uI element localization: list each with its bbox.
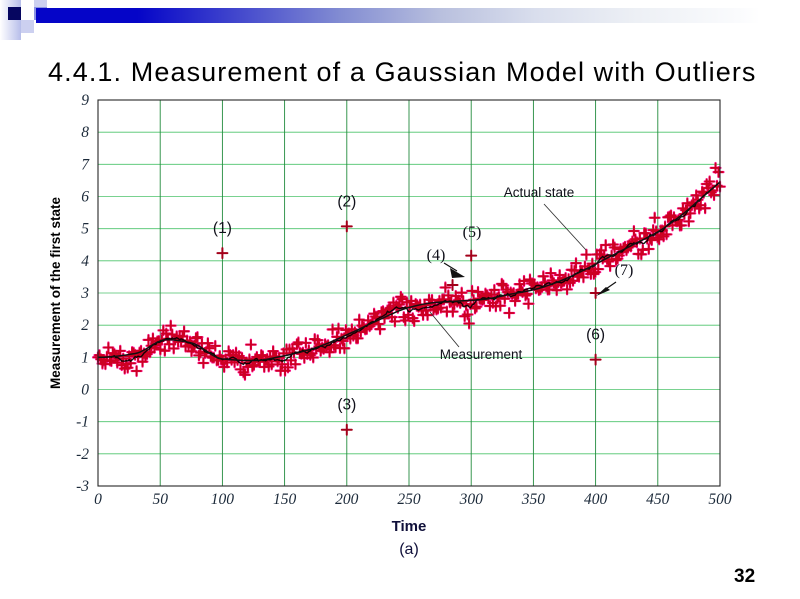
svg-text:Measurement: Measurement (440, 347, 523, 362)
svg-text:7: 7 (81, 156, 90, 173)
svg-text:250: 250 (397, 491, 421, 508)
svg-text:(a): (a) (399, 541, 419, 558)
svg-text:8: 8 (81, 124, 89, 141)
svg-text:Time: Time (392, 518, 427, 535)
svg-text:5: 5 (81, 221, 89, 238)
svg-text:3: 3 (80, 285, 89, 302)
svg-text:350: 350 (521, 491, 546, 508)
svg-text:9: 9 (81, 92, 89, 109)
svg-text:1: 1 (81, 349, 89, 366)
svg-text:Actual state: Actual state (504, 185, 575, 200)
svg-text:-1: -1 (76, 414, 89, 431)
svg-text:-3: -3 (76, 478, 89, 495)
svg-text:(2): (2) (337, 193, 356, 210)
svg-text:(7): (7) (615, 262, 634, 279)
svg-text:2: 2 (81, 317, 89, 334)
svg-text:50: 50 (152, 491, 168, 508)
svg-text:4: 4 (81, 253, 89, 270)
svg-text:400: 400 (584, 491, 608, 508)
svg-text:200: 200 (335, 491, 359, 508)
svg-text:300: 300 (459, 491, 484, 508)
svg-text:0: 0 (81, 382, 89, 399)
svg-text:150: 150 (273, 491, 297, 508)
svg-text:6: 6 (81, 189, 89, 206)
svg-text:(3): (3) (337, 397, 356, 414)
svg-text:450: 450 (646, 491, 670, 508)
svg-text:-2: -2 (76, 446, 89, 463)
svg-text:500: 500 (708, 491, 732, 508)
svg-text:Measurement of the first state: Measurement of the first state (48, 196, 63, 389)
svg-text:(4): (4) (427, 247, 446, 264)
svg-text:100: 100 (211, 491, 235, 508)
svg-text:(1): (1) (213, 220, 232, 237)
svg-text:(5): (5) (463, 224, 482, 241)
svg-text:0: 0 (94, 491, 102, 508)
svg-text:(6): (6) (586, 327, 605, 344)
